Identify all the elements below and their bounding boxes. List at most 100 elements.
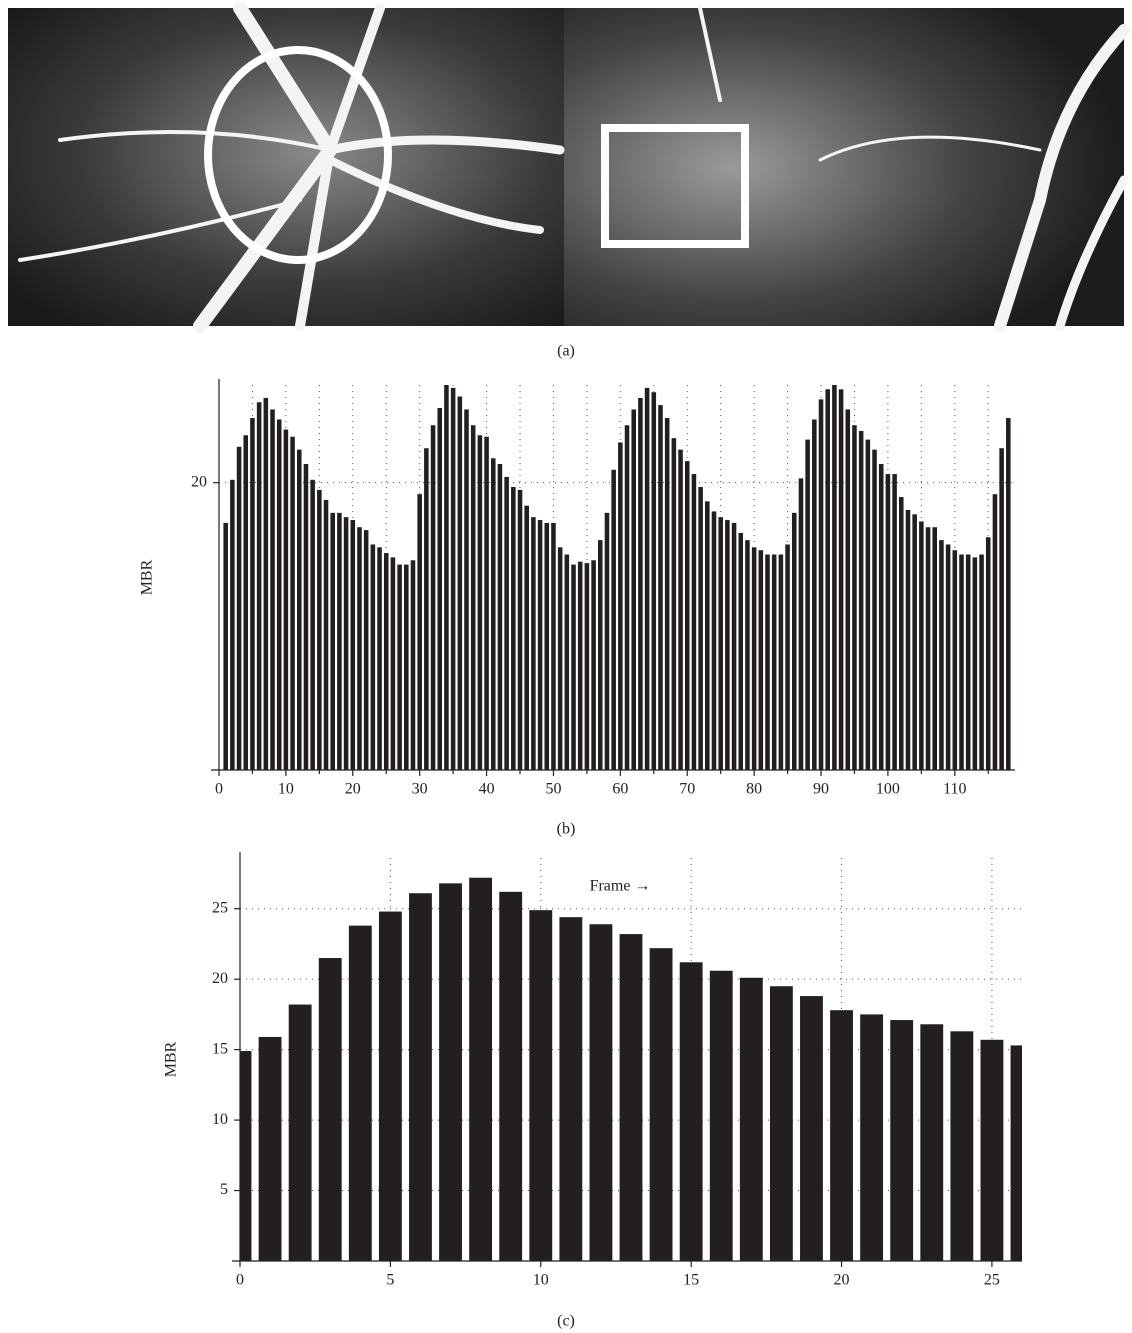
y-tick-label: 15 <box>212 1040 228 1057</box>
bar <box>431 425 436 770</box>
bar <box>765 555 770 770</box>
bar <box>680 962 703 1261</box>
bar <box>317 490 322 770</box>
x-tick-label: 110 <box>943 781 966 798</box>
x-tick-label: 10 <box>533 1272 549 1289</box>
x-tick-label: 90 <box>813 781 829 798</box>
bar <box>324 500 329 770</box>
bar <box>437 408 442 770</box>
bar <box>243 435 248 770</box>
bar <box>620 934 643 1261</box>
x-tick-label: 5 <box>386 1272 394 1289</box>
bar <box>518 490 523 770</box>
bar <box>919 521 924 770</box>
bar <box>330 513 335 770</box>
bar <box>839 389 844 770</box>
bar <box>799 478 804 770</box>
bar <box>478 435 483 770</box>
y-tick-label: 10 <box>212 1111 228 1128</box>
bar <box>464 409 469 770</box>
bar <box>999 448 1004 770</box>
x-tick-label: 20 <box>345 781 361 798</box>
bar <box>625 425 630 770</box>
bar <box>531 517 536 770</box>
bar <box>652 392 657 770</box>
bar <box>926 527 931 770</box>
bar <box>240 1051 251 1261</box>
bar <box>953 550 958 770</box>
bar <box>860 1014 883 1261</box>
y-tick-label: 20 <box>191 473 207 490</box>
bar <box>379 912 402 1261</box>
bar <box>565 555 570 770</box>
bar <box>979 555 984 770</box>
bar <box>504 477 509 770</box>
x-tick-label: 70 <box>679 781 695 798</box>
bar <box>1011 1045 1022 1261</box>
bar <box>658 405 663 770</box>
fundus-image <box>8 8 1124 326</box>
caption: (b) <box>557 821 576 838</box>
bar <box>357 527 362 770</box>
x-tick-label: 0 <box>236 1272 244 1289</box>
bar <box>491 458 496 770</box>
image-right <box>564 8 1124 326</box>
bar <box>471 425 476 770</box>
bar <box>785 544 790 770</box>
bar <box>290 437 295 770</box>
bar <box>377 547 382 770</box>
bar <box>230 480 235 770</box>
bar <box>759 550 764 770</box>
bar <box>297 450 302 770</box>
bar <box>712 511 717 770</box>
bar <box>551 523 556 770</box>
x-tick-label: 0 <box>215 781 223 798</box>
bar <box>498 464 503 770</box>
bar <box>718 517 723 770</box>
bar <box>779 555 784 770</box>
bar <box>371 544 376 770</box>
bar <box>605 513 610 770</box>
bar <box>959 555 964 770</box>
bar <box>950 1031 973 1261</box>
bar <box>805 440 810 770</box>
bar <box>411 560 416 770</box>
bar <box>672 438 677 770</box>
bar <box>499 892 522 1261</box>
bar <box>819 399 824 770</box>
bar <box>284 430 289 770</box>
bar <box>770 986 793 1261</box>
bar <box>585 563 590 770</box>
x-tick-label: 50 <box>545 781 561 798</box>
bar <box>264 398 269 770</box>
bar <box>732 523 737 770</box>
x-tick-label: 100 <box>876 781 900 798</box>
bar <box>409 893 432 1261</box>
bar <box>289 1005 312 1261</box>
bar <box>912 514 917 770</box>
bar <box>404 565 409 770</box>
bar <box>384 553 389 770</box>
bar <box>980 1040 1003 1261</box>
bar <box>611 470 616 770</box>
bar <box>685 461 690 770</box>
bar <box>678 450 683 770</box>
bar <box>812 419 817 770</box>
bar <box>800 996 823 1261</box>
page: {"captions": ["(a)", "(b)", "(c)"], "cha… <box>0 0 1132 1333</box>
bar <box>559 917 582 1261</box>
bar <box>250 418 255 770</box>
x-tick-label: 80 <box>746 781 762 798</box>
x-tick-label: 60 <box>612 781 628 798</box>
y-axis-label: MBR <box>139 559 156 595</box>
bar <box>852 425 857 770</box>
x-tick-label: 40 <box>479 781 495 798</box>
bar <box>645 388 650 770</box>
bar <box>417 494 422 770</box>
bar <box>444 385 449 770</box>
bar <box>745 540 750 770</box>
bar <box>589 924 612 1261</box>
bar <box>451 388 456 770</box>
bar <box>524 506 529 770</box>
y-tick-label: 25 <box>212 899 228 916</box>
